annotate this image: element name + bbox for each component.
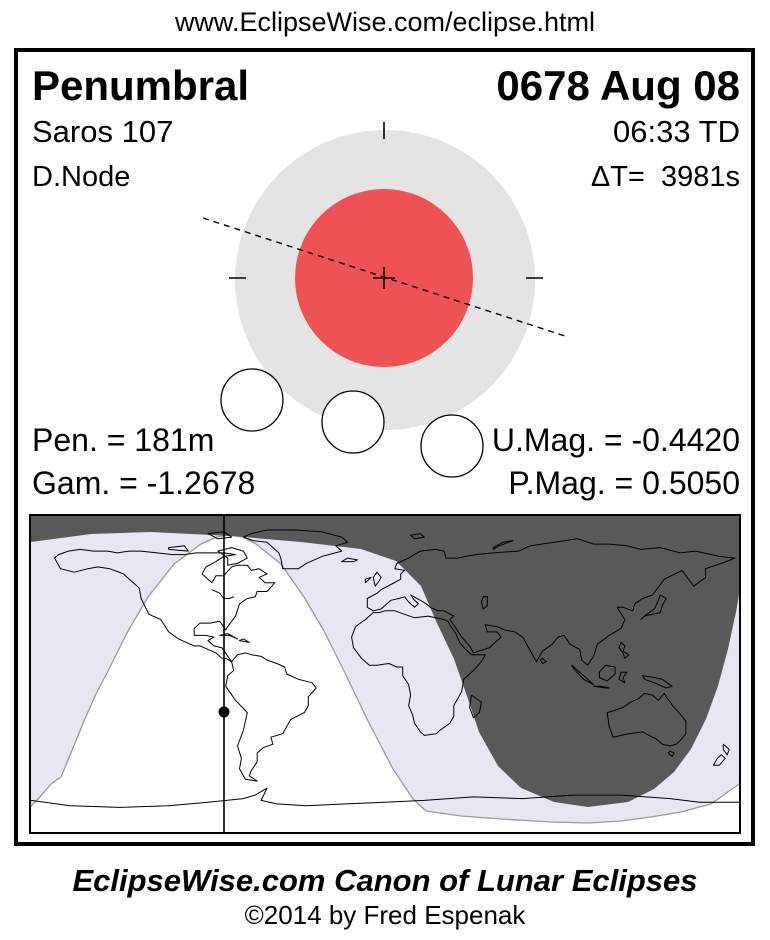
coastline (410, 533, 425, 540)
coastline (217, 547, 248, 566)
coastline (598, 664, 616, 682)
map-region-not-visible (31, 516, 739, 807)
coastline (642, 675, 673, 689)
coastline (242, 529, 349, 570)
coastline (618, 641, 630, 659)
sublunar-point-dot (218, 706, 230, 718)
visibility-map (31, 516, 739, 832)
penumbral-duration: Pen. = 181m (32, 422, 215, 458)
visibility-boundary-curve (31, 534, 739, 824)
coastline (593, 685, 610, 689)
coastline (640, 594, 667, 621)
coastline (722, 743, 730, 756)
coastline (54, 548, 276, 663)
eclipse-geometry-diagram (202, 122, 569, 478)
coastline (618, 671, 628, 684)
coastline (480, 596, 488, 610)
coastline (492, 540, 514, 550)
coastline (469, 694, 482, 719)
coastline (366, 538, 736, 666)
coastline (341, 557, 358, 563)
umbral-magnitude: U.Mag. = -0.4420 (491, 422, 740, 458)
gamma-value: Gam. = -1.2678 (32, 465, 256, 501)
visibility-map-frame (29, 514, 741, 834)
eclipse-card: Penumbral 0678 Aug 08 Saros 107 06:33 TD… (14, 48, 755, 846)
center-cross-icon (373, 267, 395, 289)
header-url: www.EclipseWise.com/eclipse.html (174, 7, 596, 37)
footer-title: EclipseWise.com Canon of Lunar Eclipses (72, 863, 698, 898)
coastline (539, 657, 547, 664)
footer-copyright: ©2014 by Fred Espenak (244, 900, 526, 930)
eclipse-time: 06:33 TD (613, 114, 740, 149)
coastline (364, 576, 372, 584)
shadow-axis-ticks (229, 122, 543, 279)
map-region-full-visibility (31, 535, 739, 832)
coastline (219, 633, 238, 640)
moon-position-circles (220, 368, 484, 478)
coastline (225, 652, 317, 782)
coastline (712, 754, 726, 766)
delta-t-value: ΔT= 3981s (590, 161, 740, 193)
coastline (571, 664, 594, 685)
moon-outline-circle (420, 414, 484, 478)
coastline (239, 638, 250, 643)
moon-outline-circle (321, 390, 385, 454)
saros-label: Saros 107 (32, 114, 174, 149)
node-label: D.Node (32, 161, 131, 193)
coastline (372, 571, 382, 587)
coastline (606, 692, 687, 747)
eclipse-date: 0678 Aug 08 (496, 62, 740, 109)
penumbral-magnitude: P.Mag. = 0.5050 (508, 465, 740, 501)
coastline (168, 545, 189, 552)
coastline (31, 787, 739, 808)
moon-outline-circle (220, 368, 284, 432)
coastline (667, 750, 675, 757)
coastline (351, 610, 486, 736)
eclipse-type-title: Penumbral (32, 62, 250, 109)
